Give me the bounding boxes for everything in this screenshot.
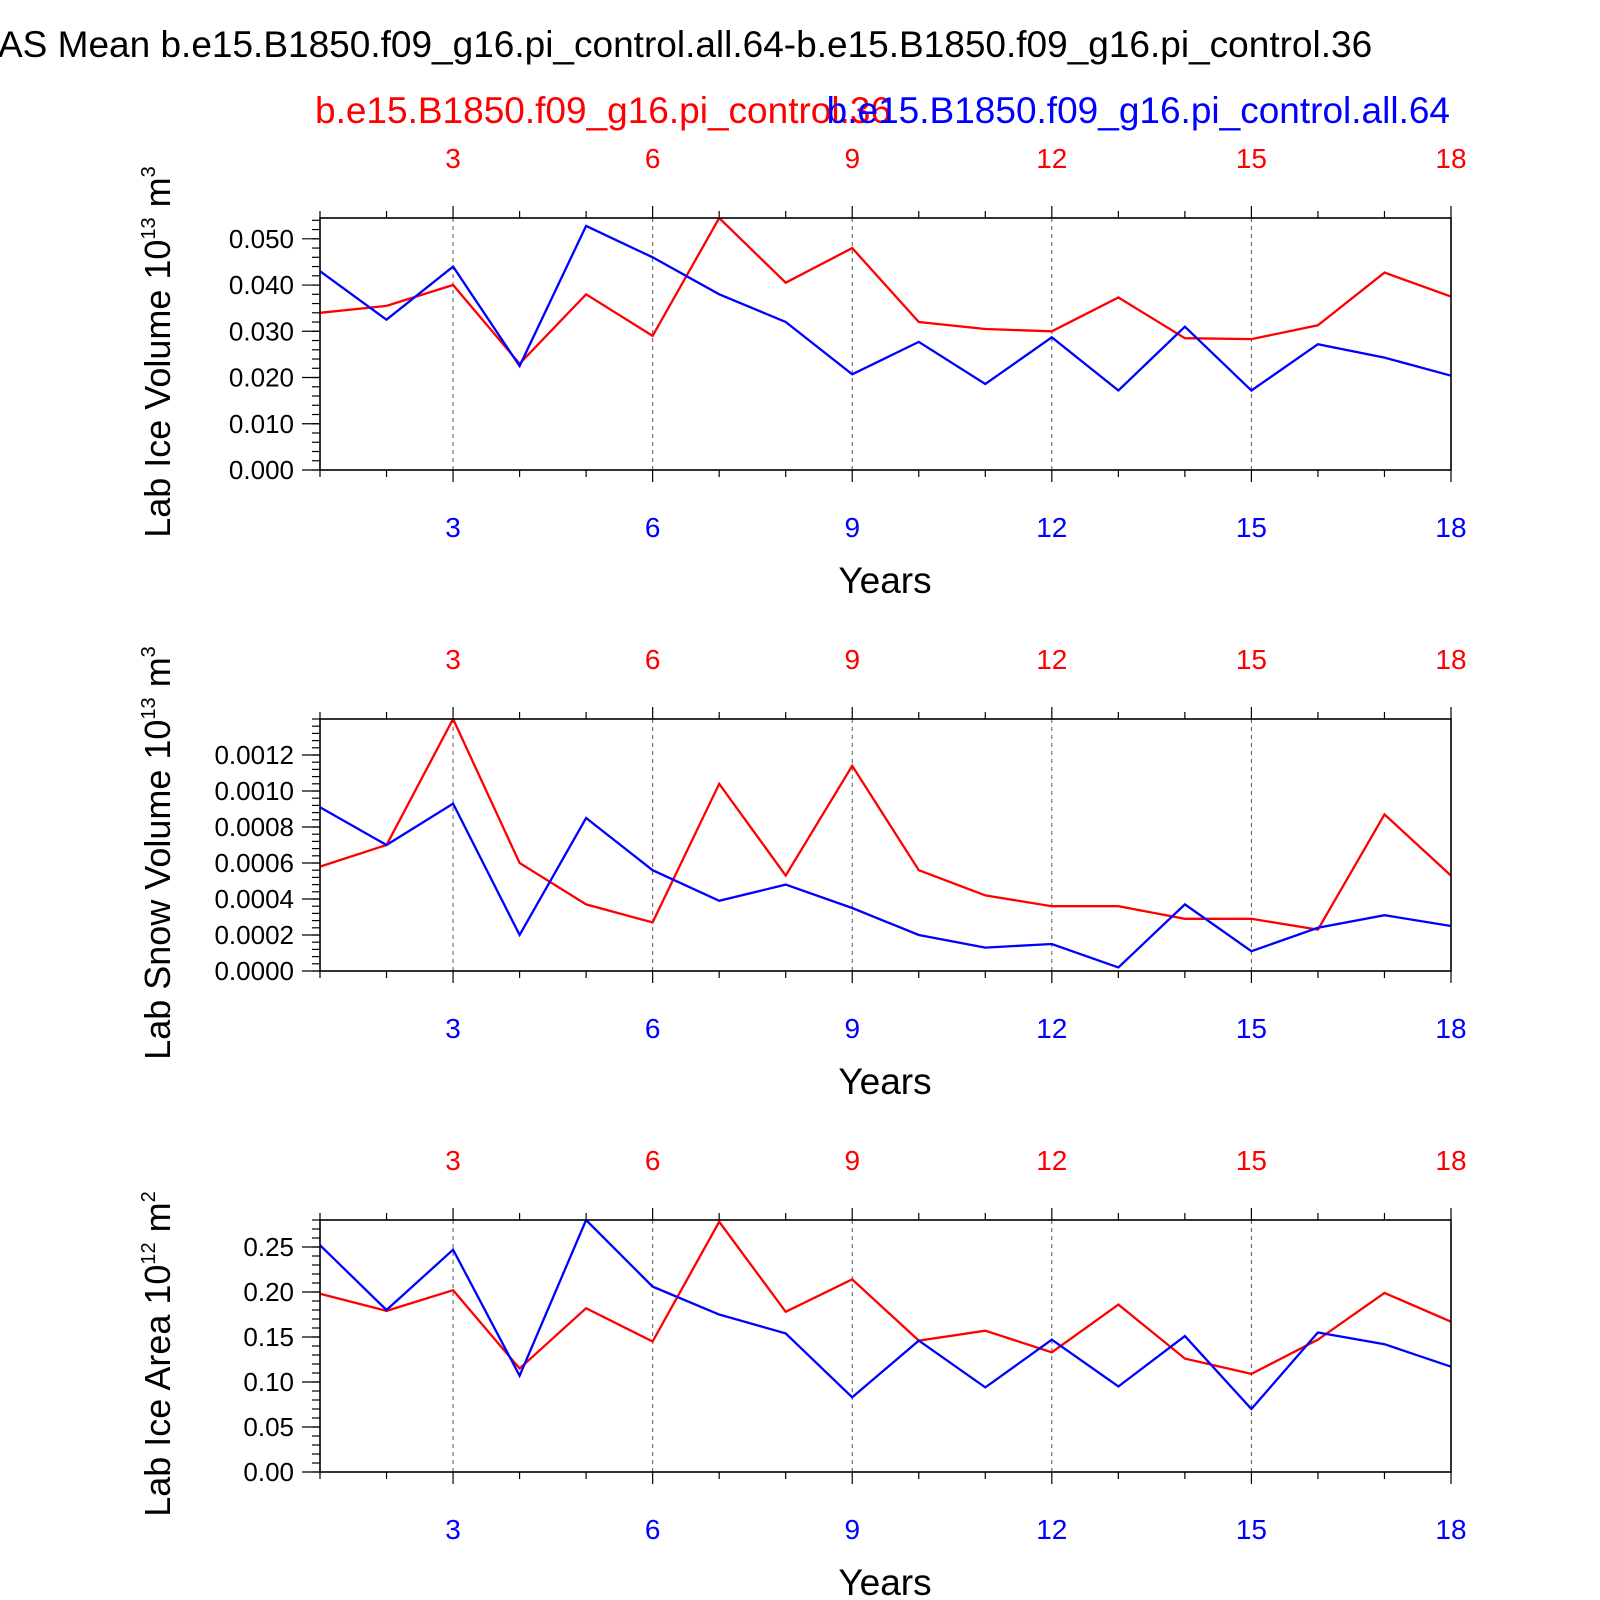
x-tick-label-bottom: 15: [1236, 512, 1267, 543]
x-tick-label-top: 3: [445, 644, 461, 675]
x-tick-label-bottom: 12: [1036, 512, 1067, 543]
panel-ice-volume: 0.000 0.010 0.020 0.030 0.040 0.050 3 3 6 6 9 9 12 12…: [137, 143, 1467, 601]
y-axis-label-unit-exponent: 3: [138, 166, 160, 177]
y-tick-label: 0.0000: [214, 956, 294, 986]
x-tick-label-bottom: 15: [1236, 1514, 1267, 1545]
x-tick-label-bottom: 12: [1036, 1013, 1067, 1044]
x-tick-label-top: 6: [645, 1145, 661, 1176]
series-line-red: [319, 1219, 1452, 1376]
y-tick-label: 0.040: [229, 270, 294, 300]
y-tick-label: 0.00: [243, 1457, 294, 1487]
x-tick-label-bottom: 18: [1435, 1013, 1466, 1044]
y-axis-label-exponent: 12: [138, 1242, 160, 1264]
y-tick-label: 0.0008: [214, 812, 294, 842]
x-tick-label-bottom: 6: [645, 1013, 661, 1044]
x-tick-label-bottom: 9: [844, 1514, 860, 1545]
y-axis-label-unit: m: [137, 1202, 178, 1242]
y-axis-label-exponent: 13: [138, 217, 160, 239]
x-tick-label-top: 6: [645, 644, 661, 675]
y-axis-label-text: Lab Ice Area 10: [137, 1265, 178, 1517]
y-tick-label: 0.0002: [214, 920, 294, 950]
panel-snow-volume: 0.0000 0.0002 0.0004 0.0006 0.0008 0.0010 0.00…: [137, 644, 1467, 1102]
legend-label-red: b.e15.B1850.f09_g16.pi_control.36: [315, 90, 891, 131]
x-tick-label-bottom: 9: [844, 1013, 860, 1044]
x-tick-label-top: 15: [1236, 143, 1267, 174]
x-tick-label-top: 15: [1236, 644, 1267, 675]
y-axis-label-unit: m: [137, 177, 178, 217]
y-tick-label: 0.000: [229, 455, 294, 485]
x-tick-label-bottom: 3: [445, 1514, 461, 1545]
x-tick-label-top: 12: [1036, 644, 1067, 675]
y-axis-label-unit-exponent: 3: [138, 646, 160, 657]
x-tick-label-top: 9: [844, 1145, 860, 1176]
y-tick-label: 0.10: [243, 1367, 294, 1397]
panel-ice-area: 0.00 0.05 0.10 0.15 0.20 0.25 3 3 6 6 9 9 12 12 15 15 18…: [137, 1145, 1467, 1600]
x-tick-label-top: 12: [1036, 1145, 1067, 1176]
x-tick-label-top: 18: [1435, 143, 1466, 174]
y-axis-label: Lab Snow Volume 1013 m3: [137, 646, 178, 1060]
x-tick-label-bottom: 3: [445, 512, 461, 543]
y-axis-label-unit-exponent: 2: [138, 1191, 160, 1202]
x-axis-label: Years: [838, 1061, 931, 1102]
y-tick-label: 0.0006: [214, 848, 294, 878]
y-tick-label: 0.0010: [214, 776, 294, 806]
x-tick-label-bottom: 9: [844, 512, 860, 543]
plot-frame: [319, 718, 1452, 972]
x-tick-label-bottom: 6: [645, 512, 661, 543]
y-axis-label-exponent: 13: [138, 697, 160, 719]
y-tick-label: 0.0004: [214, 884, 294, 914]
x-tick-label-bottom: 18: [1435, 1514, 1466, 1545]
x-tick-label-top: 18: [1435, 1145, 1466, 1176]
y-tick-label: 0.030: [229, 316, 294, 346]
series-line-blue: [319, 1217, 1452, 1411]
y-tick-label: 0.050: [229, 224, 294, 254]
x-tick-label-top: 12: [1036, 143, 1067, 174]
y-axis-label-text: Lab Snow Volume 10: [137, 720, 178, 1060]
y-axis-label-unit: m: [137, 657, 178, 697]
x-axis-label: Years: [838, 560, 931, 601]
y-tick-label: 0.15: [243, 1322, 294, 1352]
y-tick-label: 0.05: [243, 1412, 294, 1442]
x-tick-label-top: 15: [1236, 1145, 1267, 1176]
y-tick-label: 0.0012: [214, 740, 294, 770]
x-tick-label-top: 9: [844, 143, 860, 174]
y-tick-label: 0.20: [243, 1277, 294, 1307]
x-tick-label-top: 3: [445, 143, 461, 174]
series-line-blue: [319, 801, 1452, 969]
x-tick-label-top: 9: [844, 644, 860, 675]
y-axis-label-text: Lab Ice Volume 10: [137, 240, 178, 538]
plot-frame: [319, 1219, 1452, 1473]
x-tick-label-bottom: 18: [1435, 512, 1466, 543]
legend-label-blue: b.e15.B1850.f09_g16.pi_control.all.64: [827, 90, 1450, 131]
y-axis-label: Lab Ice Volume 1013 m3: [137, 166, 178, 538]
series-line-blue: [319, 224, 1452, 393]
y-tick-label: 0.25: [243, 1232, 294, 1262]
panels: 0.000 0.010 0.020 0.030 0.040 0.050 3 3 6 6 9 9 12 12…: [137, 143, 1467, 1600]
series-line-red: [319, 216, 1452, 366]
x-tick-label-bottom: 15: [1236, 1013, 1267, 1044]
x-tick-label-bottom: 3: [445, 1013, 461, 1044]
x-tick-label-bottom: 6: [645, 1514, 661, 1545]
main-title: AS Mean b.e15.B1850.f09_g16.pi_control.a…: [0, 24, 1372, 65]
x-tick-label-top: 6: [645, 143, 661, 174]
x-axis-label: Years: [838, 1562, 931, 1600]
series-line-red: [319, 716, 1452, 931]
plot-frame: [319, 217, 1452, 471]
y-tick-label: 0.020: [229, 363, 294, 393]
y-axis-label: Lab Ice Area 1012 m2: [137, 1191, 178, 1517]
x-tick-label-top: 18: [1435, 644, 1466, 675]
x-tick-label-bottom: 12: [1036, 1514, 1067, 1545]
y-tick-label: 0.010: [229, 409, 294, 439]
x-tick-label-top: 3: [445, 1145, 461, 1176]
